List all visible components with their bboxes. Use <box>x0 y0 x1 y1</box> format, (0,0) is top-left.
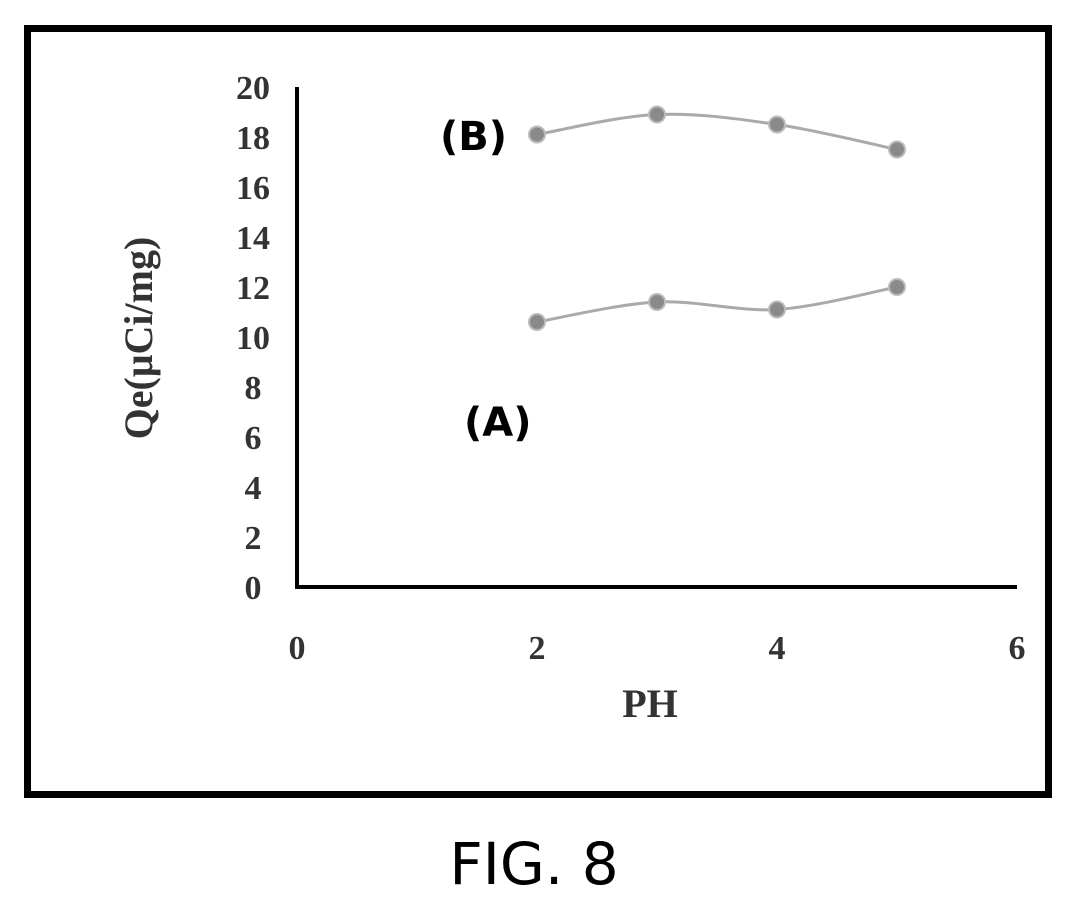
axes <box>295 87 1017 589</box>
line-chart: 0 2 4 6 8 10 12 14 16 18 20 0 2 4 6 Qe(μCi/mg) PH (B)… <box>116 70 1026 726</box>
data-point <box>768 300 786 319</box>
x-tick-label: 2 <box>529 630 546 667</box>
y-tick-label: 16 <box>236 170 270 207</box>
x-tick-label: 4 <box>769 630 786 667</box>
y-tick-label: 0 <box>245 570 262 607</box>
data-points <box>528 105 906 331</box>
x-tick-label: 6 <box>1009 630 1026 667</box>
y-tick-labels: 0 2 4 6 8 10 12 14 16 18 20 <box>236 70 270 607</box>
y-tick-label: 4 <box>245 470 262 507</box>
y-tick-label: 12 <box>236 270 270 307</box>
y-tick-label: 18 <box>236 120 270 157</box>
y-tick-label: 2 <box>245 520 262 557</box>
y-tick-label: 6 <box>245 420 262 457</box>
y-tick-label: 20 <box>236 70 270 107</box>
data-point <box>768 115 786 134</box>
y-axis-title: Qe(μCi/mg) <box>116 237 161 440</box>
x-axis-title: PH <box>622 681 678 726</box>
data-point <box>648 293 666 311</box>
figure-caption: FIG. 8 <box>449 830 619 898</box>
series-line-b <box>536 112 898 151</box>
data-point <box>888 140 906 159</box>
chart-frame: 0 2 4 6 8 10 12 14 16 18 20 0 2 4 6 Qe(μCi/mg) PH (B)… <box>24 25 1052 798</box>
series-lines <box>536 112 898 324</box>
y-tick-label: 14 <box>236 220 270 257</box>
data-point <box>648 105 666 124</box>
series-line-a <box>536 285 898 324</box>
series-label-b: (B) <box>440 114 507 160</box>
y-tick-label: 10 <box>236 320 270 357</box>
series-label-a: (A) <box>464 400 532 446</box>
x-tick-labels: 0 2 4 6 <box>289 630 1026 667</box>
data-point <box>888 278 906 296</box>
y-tick-label: 8 <box>245 370 262 407</box>
x-tick-label: 0 <box>289 630 306 667</box>
data-point <box>528 313 546 331</box>
data-point <box>528 125 546 144</box>
